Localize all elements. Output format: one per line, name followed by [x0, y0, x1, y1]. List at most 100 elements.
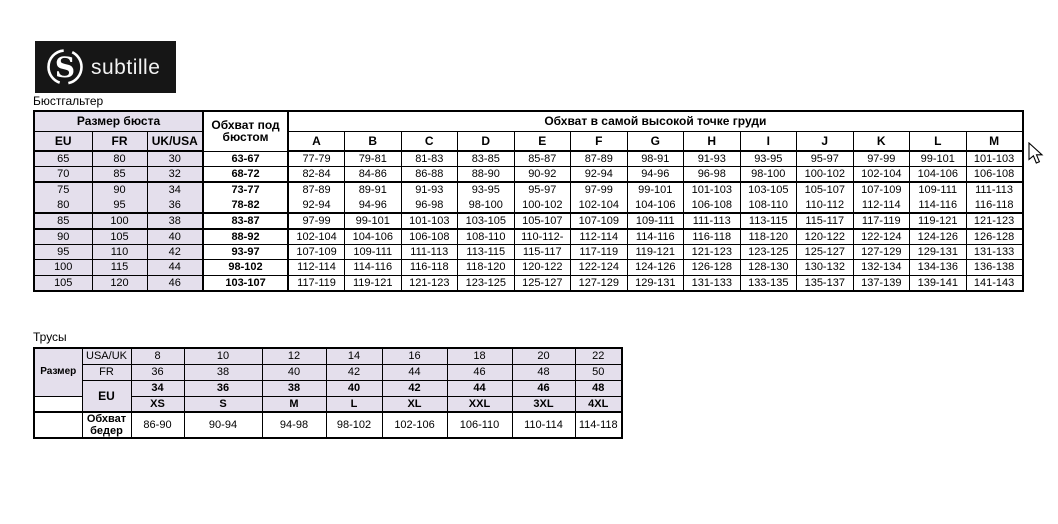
eu-size-cell: 65: [33, 150, 93, 167]
eu_num-value-cell: 46: [511, 379, 576, 397]
cup-value-cell: 121-123: [400, 274, 459, 291]
cup-value-cell: 91-93: [400, 181, 459, 198]
bra-table-row: 95 110 42 93-97 107-109 109-111 111-113 113-115…: [33, 243, 1024, 260]
eu-size-cell: 80: [33, 197, 93, 214]
underbust-header: Обхват под бюстом: [202, 110, 290, 152]
cup-value-cell: 119-121: [626, 243, 685, 260]
fr-size-cell: 100: [91, 212, 148, 229]
cup-column-header: L: [909, 130, 967, 152]
fr-value-cell: 36: [130, 363, 185, 381]
cup-value-cell: 134-136: [909, 259, 967, 276]
fr-value-cell: 48: [511, 363, 576, 381]
cup-value-cell: 129-131: [626, 274, 685, 291]
underbust-cell: 63-67: [202, 150, 290, 167]
bra-table-body: 65 80 30 63-67 77-79 79-81 81-83 83-85 85-87 87-8…: [33, 150, 1024, 291]
cup-value-cell: 109-111: [909, 181, 967, 198]
cup-value-cell: 82-84: [287, 166, 346, 183]
fr-column-header: FR: [91, 130, 148, 152]
eu-size-cell: 100: [33, 259, 93, 276]
cup-value-cell: 87-89: [287, 181, 346, 198]
eu-column-header: EU: [33, 130, 93, 152]
usauk-value-cell: 14: [325, 347, 383, 365]
panties-row-eu-num: EU 34 36 38 40 42 44 46 48: [34, 379, 623, 413]
eu-size-cell: 95: [33, 243, 93, 260]
eu_num-value-cell: 34: [130, 379, 185, 397]
ukus-size-cell: 34: [146, 181, 204, 198]
cup-value-cell: 115-117: [796, 212, 854, 229]
eu_letter-value-cell: L: [325, 395, 383, 413]
cup-value-cell: 94-96: [626, 166, 685, 183]
panties-size-table: Размер USA/UK 8 10 12 14 16 18 20 22 FR 36 38 40 4…: [33, 347, 623, 439]
fr-size-cell: 105: [91, 227, 148, 245]
fr-value-cell: 42: [325, 363, 383, 381]
bra-table-row: 80 95 36 78-82 92-94 94-96 96-98 98-100 100-102 1…: [33, 197, 1024, 214]
cup-column-header: M: [965, 130, 1024, 152]
cup-value-cell: 130-132: [796, 259, 854, 276]
bra-table-row: 85 100 38 83-87 97-99 99-101 101-103 103-105 105…: [33, 212, 1024, 229]
eu_letter-value-cell: XXL: [446, 395, 513, 413]
bra-table-row: 65 80 30 63-67 77-79 79-81 81-83 83-85 85-87 87-8…: [33, 150, 1024, 167]
cup-value-cell: 112-114: [570, 227, 628, 245]
cup-column-header: I: [739, 130, 798, 152]
cup-value-cell: 129-131: [909, 243, 967, 260]
bra-table-row: 75 90 34 73-77 87-89 89-91 91-93 93-95 95-97 97-9…: [33, 181, 1024, 198]
cup-value-cell: 101-103: [683, 181, 741, 198]
cup-value-cell: 132-134: [852, 259, 911, 276]
cup-value-cell: 101-103: [965, 150, 1024, 167]
bra-table-row: 70 85 32 68-72 82-84 84-86 86-88 88-90 90-92 92-9…: [33, 166, 1024, 183]
cup-value-cell: 103-105: [457, 212, 515, 229]
cup-value-cell: 107-109: [570, 212, 628, 229]
size-label: Размер: [33, 347, 83, 397]
cup-value-cell: 108-110: [457, 227, 515, 245]
cup-value-cell: 123-125: [739, 243, 798, 260]
cup-value-cell: 124-126: [909, 227, 967, 245]
fr-size-cell: 90: [91, 181, 148, 198]
cup-value-cell: 120-122: [796, 227, 854, 245]
cup-value-cell: 133-135: [739, 274, 798, 291]
bra-header-row-1: Размер бюста Обхват под бюстом Обхват в …: [33, 110, 1024, 152]
cup-value-cell: 125-127: [513, 274, 572, 291]
hips-value-cell: 110-114: [511, 411, 576, 439]
cup-value-cell: 109-111: [344, 243, 402, 260]
cup-value-cell: 118-120: [457, 259, 515, 276]
cup-value-cell: 92-94: [570, 166, 628, 183]
bust-point-header: Обхват в самой высокой точке груди: [287, 110, 1024, 132]
usauk-value-cell: 16: [381, 347, 448, 365]
hips-value-cell: 90-94: [183, 411, 263, 439]
cup-value-cell: 84-86: [344, 166, 402, 183]
cup-value-cell: 131-133: [965, 243, 1024, 260]
underbust-cell: 68-72: [202, 166, 290, 183]
cup-value-cell: 113-115: [739, 212, 798, 229]
cup-column-header: A: [287, 130, 346, 152]
eu-size-cell: 85: [33, 212, 93, 229]
cup-value-cell: 117-119: [570, 243, 628, 260]
cup-value-cell: 117-119: [852, 212, 911, 229]
cup-value-cell: 104-106: [626, 197, 685, 214]
cup-value-cell: 118-120: [739, 227, 798, 245]
hips-value-cell: 86-90: [130, 411, 185, 439]
ukus-column-header: UK/USA: [146, 130, 204, 152]
hips-value-cell: 106-110: [446, 411, 513, 439]
cup-value-cell: 102-104: [852, 166, 911, 183]
eu_letter-value-cell: S: [183, 395, 263, 413]
eu_letter-value-cell: XS: [130, 395, 185, 413]
ukus-size-cell: 38: [146, 212, 204, 229]
hips-value-cell: 102-106: [381, 411, 448, 439]
cup-value-cell: 93-95: [457, 181, 515, 198]
cup-value-cell: 111-113: [683, 212, 741, 229]
cup-value-cell: 113-115: [457, 243, 515, 260]
cup-value-cell: 91-93: [683, 150, 741, 167]
cup-value-cell: 105-107: [796, 181, 854, 198]
cup-value-cell: 120-122: [513, 259, 572, 276]
ukus-size-cell: 36: [146, 197, 204, 214]
fr-value-cell: 44: [381, 363, 448, 381]
cup-value-cell: 111-113: [965, 181, 1024, 198]
underbust-cell: 103-107: [202, 274, 290, 291]
s-circle-logo-icon: S subtille: [47, 49, 160, 85]
cup-value-cell: 88-90: [457, 166, 515, 183]
underbust-cell: 93-97: [202, 243, 290, 260]
underbust-cell: 88-92: [202, 227, 290, 245]
cup-value-cell: 111-113: [400, 243, 459, 260]
cup-value-cell: 85-87: [513, 150, 572, 167]
brand-name: subtille: [91, 56, 160, 79]
